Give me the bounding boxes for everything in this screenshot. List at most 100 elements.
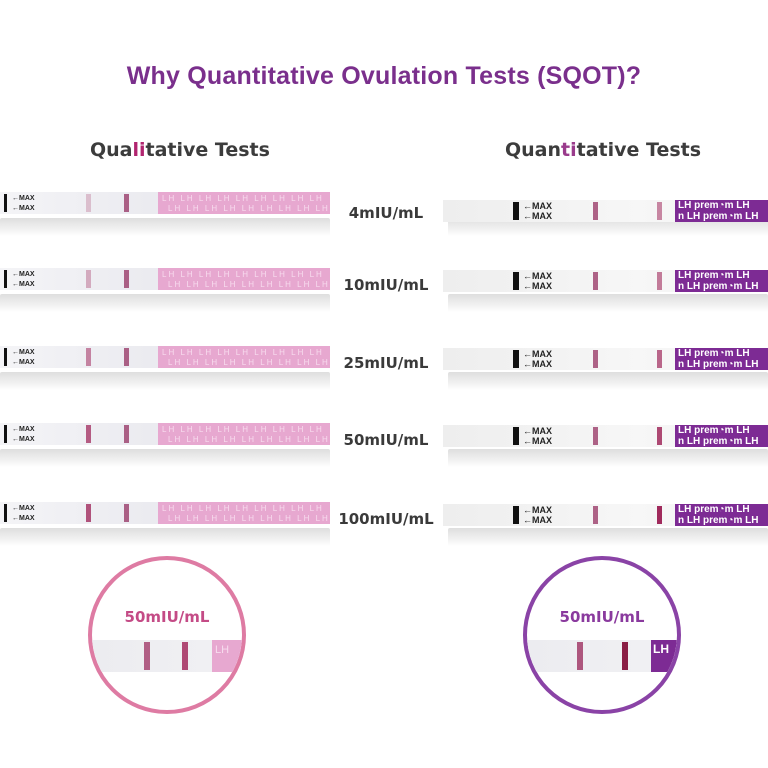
pink-handle-pad: LH LH LH LH LH LH LH LH LH LH LH LH LH LH… bbox=[158, 268, 330, 290]
max-line-marker: ←MAX bbox=[12, 436, 35, 443]
strip-shadow bbox=[448, 372, 768, 390]
pink-pad: LH bbox=[212, 640, 242, 672]
test-line bbox=[182, 642, 188, 670]
max-line-marker: ←MAX bbox=[523, 201, 552, 211]
premom-brand-text: LH prem◔m LH bbox=[678, 425, 750, 436]
qualitative-test-strip: ←MAX ←MAX LH LH LH LH LH LH LH LH LH LH LH … bbox=[0, 268, 330, 290]
concentration-label: 50mIU/mL bbox=[343, 431, 429, 449]
test-line bbox=[657, 350, 662, 368]
premom-brand-text: LH prem◔m LH bbox=[678, 348, 750, 359]
strip-end-mark bbox=[4, 270, 7, 288]
premom-brand-text: n LH prem◔m LH bbox=[678, 211, 759, 222]
control-line bbox=[593, 350, 598, 368]
lh-pattern: LH LH LH LH LH LH LH LH LH bbox=[162, 194, 324, 203]
control-line bbox=[124, 348, 129, 366]
control-line bbox=[593, 427, 598, 445]
strip-end-mark bbox=[4, 425, 7, 443]
qualitative-tests-heading: Qualitative Tests bbox=[90, 139, 270, 161]
strip-end-mark bbox=[513, 506, 519, 524]
strip-end-mark bbox=[513, 350, 519, 368]
premom-brand-text: n LH prem◔m LH bbox=[678, 281, 759, 292]
lh-pattern: LH LH LH LH LH LH LH LH LH bbox=[168, 435, 330, 444]
purple-handle-pad: LH prem◔m LH n LH prem◔m LH bbox=[675, 425, 768, 447]
concentration-label: 10mIU/mL bbox=[343, 276, 429, 294]
max-line-marker: ←MAX bbox=[12, 515, 35, 522]
test-row: ←MAX ←MAX LH LH LH LH LH LH LH LH LH LH LH … bbox=[0, 502, 768, 562]
zoom-concentration-label: 50mIU/mL bbox=[124, 608, 210, 626]
pink-handle-pad: LH LH LH LH LH LH LH LH LH LH LH LH LH LH… bbox=[158, 423, 330, 445]
purple-handle-pad: LH prem◔m LH n LH prem◔m LH bbox=[675, 348, 768, 370]
premom-brand-text: LH prem◔m LH bbox=[678, 200, 750, 211]
strip-shadow bbox=[448, 449, 768, 467]
zoom-test-strip: LH bbox=[527, 640, 677, 672]
control-line bbox=[593, 506, 598, 524]
strip-shadow bbox=[0, 528, 330, 546]
control-line bbox=[124, 425, 129, 443]
pink-handle-pad: LH LH LH LH LH LH LH LH LH LH LH LH LH LH… bbox=[158, 192, 330, 214]
control-line bbox=[593, 202, 598, 220]
max-line-marker: ←MAX bbox=[523, 211, 552, 221]
purple-handle-pad: LH prem◔m LH n LH prem◔m LH bbox=[675, 270, 768, 292]
qualitative-test-strip: ←MAX ←MAX LH LH LH LH LH LH LH LH LH LH LH … bbox=[0, 192, 330, 214]
strip-shadow bbox=[448, 218, 768, 236]
max-line-marker: ←MAX bbox=[12, 426, 35, 433]
test-line bbox=[622, 642, 628, 670]
qualitative-test-strip: ←MAX ←MAX LH LH LH LH LH LH LH LH LH LH LH … bbox=[0, 423, 330, 445]
lh-pattern: LH LH LH LH LH LH LH LH LH bbox=[162, 348, 324, 357]
strip-end-mark bbox=[4, 504, 7, 522]
quantitative-test-strip: ←MAX ←MAX LH prem◔m LH n LH prem◔m LH bbox=[443, 348, 768, 370]
pink-handle-pad: LH LH LH LH LH LH LH LH LH LH LH LH LH LH… bbox=[158, 346, 330, 368]
strip-shadow bbox=[0, 449, 330, 467]
strip-shadow bbox=[448, 294, 768, 312]
strip-end-mark bbox=[513, 272, 519, 290]
max-line-marker: ←MAX bbox=[12, 281, 35, 288]
premom-brand-text: n LH prem◔m LH bbox=[678, 436, 759, 447]
quantitative-test-strip: ←MAX ←MAX LH prem◔m LH n LH prem◔m LH bbox=[443, 425, 768, 447]
max-line-marker: ←MAX bbox=[12, 205, 35, 212]
lh-pattern: LH LH LH LH LH LH LH LH LH bbox=[168, 280, 330, 289]
pink-handle-pad: LH LH LH LH LH LH LH LH LH LH LH LH LH LH… bbox=[158, 502, 330, 524]
qualitative-zoom-circle: 50mIU/mL LH bbox=[88, 556, 246, 714]
control-line bbox=[144, 642, 150, 670]
lh-pattern: LH LH LH LH LH LH LH LH LH bbox=[162, 504, 324, 513]
strip-shadow bbox=[0, 372, 330, 390]
max-line-marker: ←MAX bbox=[12, 349, 35, 356]
quantitative-tests-heading: Quantitative Tests bbox=[505, 139, 702, 161]
strip-end-mark bbox=[513, 202, 519, 220]
quantitative-test-strip: ←MAX ←MAX LH prem◔m LH n LH prem◔m LH bbox=[443, 270, 768, 292]
test-row: ←MAX ←MAX LH LH LH LH LH LH LH LH LH LH LH … bbox=[0, 423, 768, 483]
test-row: ←MAX ←MAX LH LH LH LH LH LH LH LH LH LH LH … bbox=[0, 192, 768, 252]
test-line bbox=[657, 202, 662, 220]
test-line bbox=[657, 506, 662, 524]
strip-shadow bbox=[448, 528, 768, 546]
qualitative-test-strip: ←MAX ←MAX LH LH LH LH LH LH LH LH LH LH LH … bbox=[0, 502, 330, 524]
zoom-test-strip: LH bbox=[92, 640, 242, 672]
premom-brand-text: n LH prem◔m LH bbox=[678, 515, 759, 526]
concentration-label: 100mIU/mL bbox=[338, 510, 434, 528]
concentration-label: 4mIU/mL bbox=[348, 204, 424, 222]
purple-handle-pad: LH prem◔m LH n LH prem◔m LH bbox=[675, 200, 768, 222]
test-row: ←MAX ←MAX LH LH LH LH LH LH LH LH LH LH LH … bbox=[0, 268, 768, 328]
max-line-marker: ←MAX bbox=[523, 281, 552, 291]
strip-shadow bbox=[0, 294, 330, 312]
strip-end-mark bbox=[513, 427, 519, 445]
test-line bbox=[86, 270, 91, 288]
control-line bbox=[124, 194, 129, 212]
max-line-marker: ←MAX bbox=[523, 349, 552, 359]
lh-pattern: LH LH LH LH LH LH LH LH LH bbox=[168, 204, 330, 213]
purple-pad: LH bbox=[651, 640, 677, 672]
max-line-marker: ←MAX bbox=[12, 505, 35, 512]
purple-handle-pad: LH prem◔m LH n LH prem◔m LH bbox=[675, 504, 768, 526]
max-line-marker: ←MAX bbox=[523, 515, 552, 525]
premom-brand-text: LH prem◔m LH bbox=[678, 504, 750, 515]
premom-brand-text: n LH prem◔m LH bbox=[678, 359, 759, 370]
max-line-marker: ←MAX bbox=[12, 195, 35, 202]
lh-pattern: LH LH LH LH LH LH LH LH LH bbox=[162, 425, 324, 434]
concentration-label: 25mIU/mL bbox=[343, 354, 429, 372]
max-line-marker: ←MAX bbox=[12, 359, 35, 366]
strip-end-mark bbox=[4, 348, 7, 366]
page-title: Why Quantitative Ovulation Tests (SQOT)? bbox=[126, 62, 642, 90]
test-line bbox=[86, 504, 91, 522]
lh-pattern: LH LH LH LH LH LH LH LH LH bbox=[168, 358, 330, 367]
quantitative-test-strip: ←MAX ←MAX LH prem◔m LH n LH prem◔m LH bbox=[443, 504, 768, 526]
